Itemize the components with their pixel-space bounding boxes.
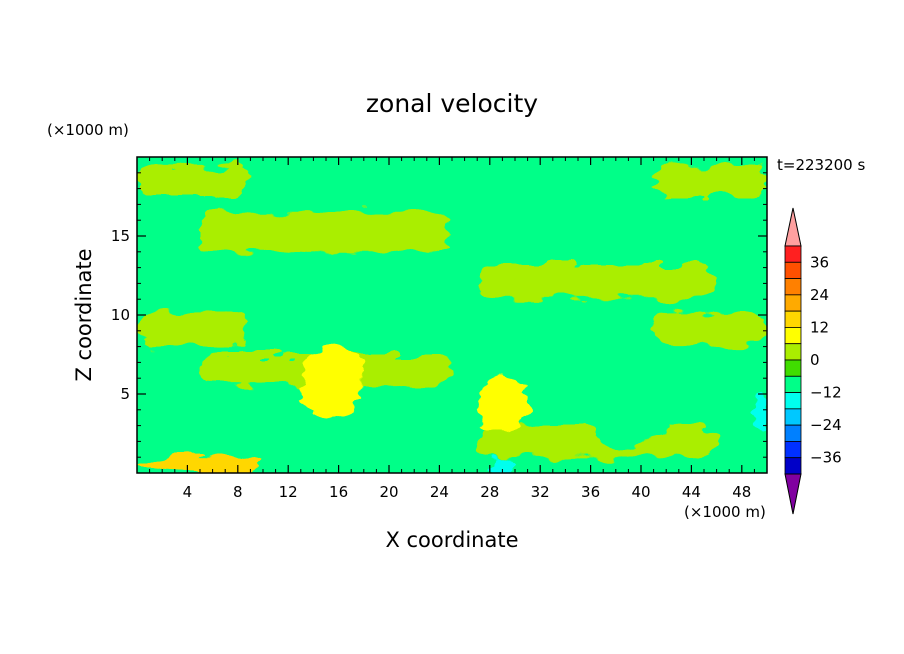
x-tick-label: 24: [430, 483, 449, 501]
x-tick-label: 36: [581, 483, 600, 501]
colorbar-extend-min: [784, 473, 802, 515]
y-tick-label: 10: [111, 306, 130, 324]
colorbar-tick-label: −36: [810, 449, 842, 467]
field-region: [477, 378, 528, 434]
colorbar-bin: [784, 408, 802, 426]
y-tick-label: 5: [120, 385, 130, 403]
colorbar: 36 24 12 0 −12 −24 −36: [784, 207, 842, 515]
colorbar-bin: [784, 457, 802, 475]
colorbar-bin: [784, 327, 802, 345]
colorbar-tick-label: 24: [810, 286, 829, 304]
x-tick-label: 8: [233, 483, 243, 501]
colorbar-extend-max: [784, 207, 802, 247]
field-region: [590, 394, 667, 450]
field-region: [489, 457, 515, 473]
field-band: [653, 164, 767, 197]
x-axis-label: X coordinate: [385, 528, 518, 552]
x-tick-label: 32: [531, 483, 550, 501]
colorbar-bin: [784, 310, 802, 328]
x-tick-label: 16: [329, 483, 348, 501]
colorbar-tick-label: −24: [810, 416, 842, 434]
colorbar-bin: [784, 359, 802, 377]
colorbar-tick-label: −12: [810, 384, 842, 402]
colorbar-bin: [784, 375, 802, 393]
x-tick-label: 28: [480, 483, 499, 501]
colorbar-bin: [784, 261, 802, 279]
colorbar-bin: [784, 245, 802, 263]
field-band: [477, 425, 616, 458]
field-region: [300, 346, 364, 418]
y-unit-label: (×1000 m): [47, 121, 129, 139]
colorbar-bin: [784, 392, 802, 410]
time-label: t=223200 s: [777, 156, 865, 174]
colorbar-bin: [784, 424, 802, 442]
x-tick-label: 20: [379, 483, 398, 501]
x-tick-label: 12: [279, 483, 298, 501]
y-tick-label: 15: [111, 227, 130, 245]
colorbar-bin: [784, 441, 802, 459]
x-unit-label: (×1000 m): [684, 503, 766, 521]
field-region: [137, 454, 263, 473]
field-region: [754, 394, 767, 434]
colorbar-tick-label: 36: [810, 253, 829, 271]
x-axis: 4 8 12 16 20 24 28 32 36 40 44 48: [149, 157, 755, 501]
field-band: [137, 164, 251, 197]
field-band: [137, 311, 251, 347]
colorbar-bin: [784, 343, 802, 361]
field-band: [200, 212, 326, 252]
colorbar-bin: [784, 294, 802, 312]
field-band: [515, 264, 717, 300]
field-region: [137, 378, 213, 450]
x-tick-label: 48: [732, 483, 751, 501]
x-tick-label: 40: [631, 483, 650, 501]
colorbar-tick-label: 12: [810, 318, 829, 336]
colorbar-tick-label: 0: [810, 351, 820, 369]
field-band: [288, 212, 452, 252]
colorbar-bin: [784, 278, 802, 296]
x-tick-label: 4: [183, 483, 193, 501]
x-tick-label: 44: [682, 483, 701, 501]
y-axis: 5 10 15: [111, 172, 767, 458]
heatmap-field: [137, 157, 767, 473]
field-band: [653, 311, 767, 347]
chart-title: zonal velocity: [366, 89, 538, 118]
y-axis-label: Z coordinate: [72, 248, 96, 381]
